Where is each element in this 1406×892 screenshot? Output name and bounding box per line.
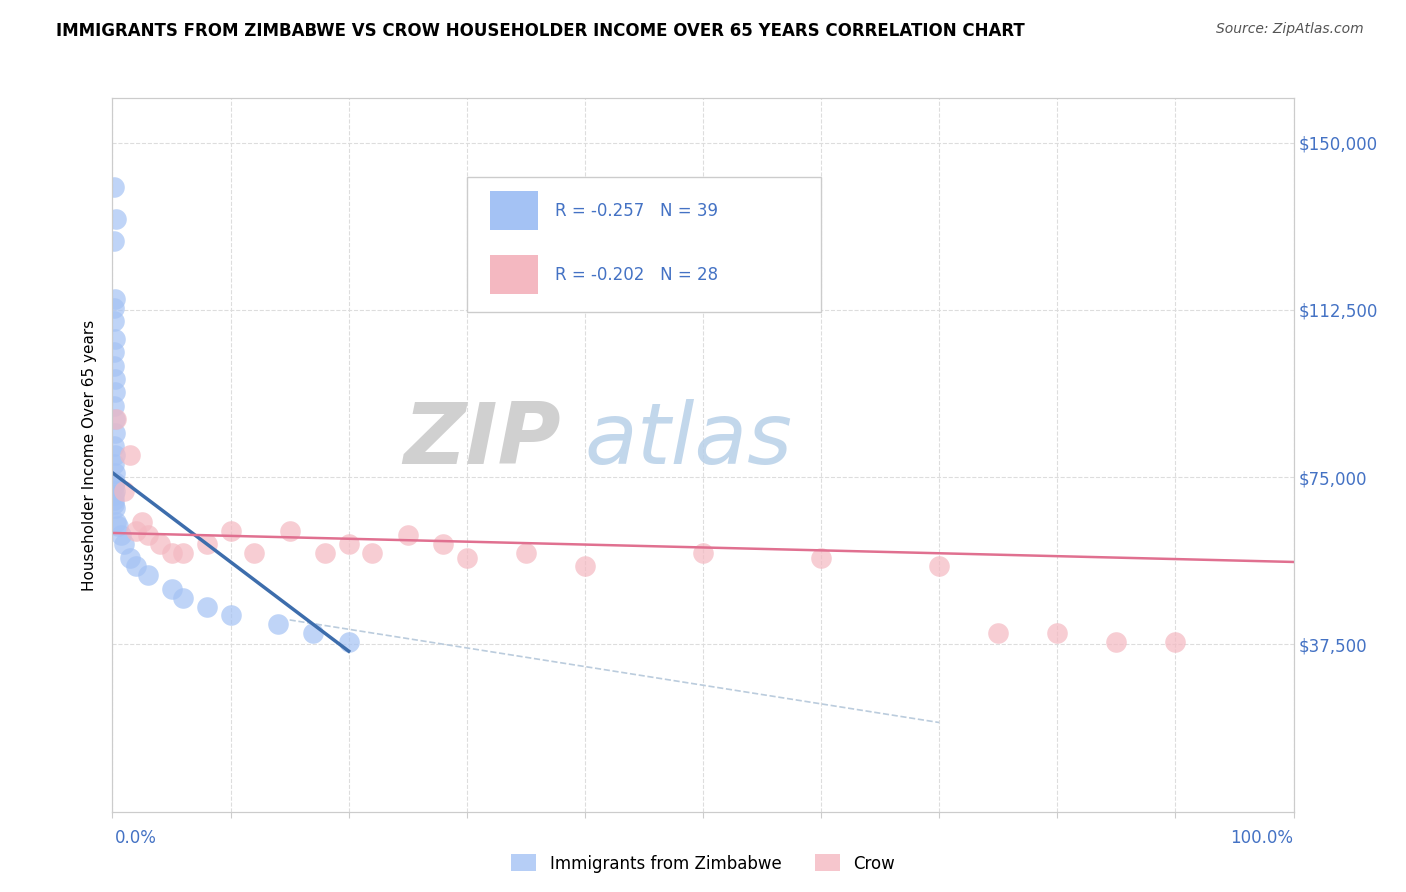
Point	[103, 399, 125, 413]
FancyBboxPatch shape	[491, 191, 537, 230]
Point	[149, 537, 172, 551]
Point	[278, 524, 301, 538]
Point	[219, 524, 242, 538]
Text: 0.0%: 0.0%	[115, 829, 157, 847]
Point	[104, 332, 127, 346]
Point	[104, 385, 127, 400]
Point	[103, 359, 125, 373]
Point	[105, 412, 128, 426]
Point	[103, 345, 125, 359]
Point	[928, 559, 950, 574]
Point	[105, 515, 128, 529]
Point	[361, 546, 384, 560]
Text: IMMIGRANTS FROM ZIMBABWE VS CROW HOUSEHOLDER INCOME OVER 65 YEARS CORRELATION CH: IMMIGRANTS FROM ZIMBABWE VS CROW HOUSEHO…	[56, 22, 1025, 40]
Point	[104, 466, 127, 480]
Point	[104, 292, 127, 306]
Point	[104, 448, 127, 462]
Point	[103, 180, 125, 194]
Point	[103, 457, 125, 471]
Point	[104, 372, 127, 386]
Point	[456, 550, 478, 565]
Point	[987, 626, 1010, 640]
Text: R = -0.257   N = 39: R = -0.257 N = 39	[555, 202, 718, 219]
Point	[172, 546, 194, 560]
Point	[104, 501, 127, 516]
Point	[574, 559, 596, 574]
Point	[103, 301, 125, 315]
Text: R = -0.202   N = 28: R = -0.202 N = 28	[555, 266, 718, 284]
Point	[160, 546, 183, 560]
Point	[1105, 635, 1128, 649]
Text: Source: ZipAtlas.com: Source: ZipAtlas.com	[1216, 22, 1364, 37]
Point	[515, 546, 537, 560]
Point	[110, 528, 132, 542]
Point	[1164, 635, 1187, 649]
Point	[136, 568, 159, 582]
Point	[125, 524, 148, 538]
Point	[103, 488, 125, 502]
Point	[160, 582, 183, 596]
Point	[103, 314, 125, 328]
Point	[243, 546, 266, 560]
Point	[112, 537, 135, 551]
Point	[105, 211, 128, 226]
FancyBboxPatch shape	[467, 177, 821, 312]
Point	[195, 599, 218, 614]
Point	[172, 591, 194, 605]
Point	[112, 483, 135, 498]
Point	[136, 528, 159, 542]
Point	[131, 515, 153, 529]
Legend: Immigrants from Zimbabwe, Crow: Immigrants from Zimbabwe, Crow	[505, 847, 901, 880]
Point	[103, 492, 125, 507]
Y-axis label: Householder Income Over 65 years: Householder Income Over 65 years	[82, 319, 97, 591]
Text: ZIP: ZIP	[404, 399, 561, 483]
Point	[302, 626, 325, 640]
Point	[104, 412, 127, 426]
Point	[103, 497, 125, 511]
Point	[120, 448, 142, 462]
Point	[104, 483, 127, 498]
Point	[107, 519, 129, 533]
Point	[432, 537, 454, 551]
Point	[337, 537, 360, 551]
Text: atlas: atlas	[585, 399, 793, 483]
Point	[104, 425, 127, 440]
Point	[396, 528, 419, 542]
Point	[195, 537, 218, 551]
Point	[125, 559, 148, 574]
Point	[103, 479, 125, 493]
Point	[337, 635, 360, 649]
Point	[219, 608, 242, 623]
Point	[314, 546, 336, 560]
Point	[104, 475, 127, 489]
Point	[103, 439, 125, 453]
Point	[692, 546, 714, 560]
Text: 100.0%: 100.0%	[1230, 829, 1294, 847]
Point	[120, 550, 142, 565]
FancyBboxPatch shape	[491, 255, 537, 294]
Point	[1046, 626, 1069, 640]
Point	[103, 234, 125, 248]
Point	[267, 617, 290, 632]
Point	[810, 550, 832, 565]
